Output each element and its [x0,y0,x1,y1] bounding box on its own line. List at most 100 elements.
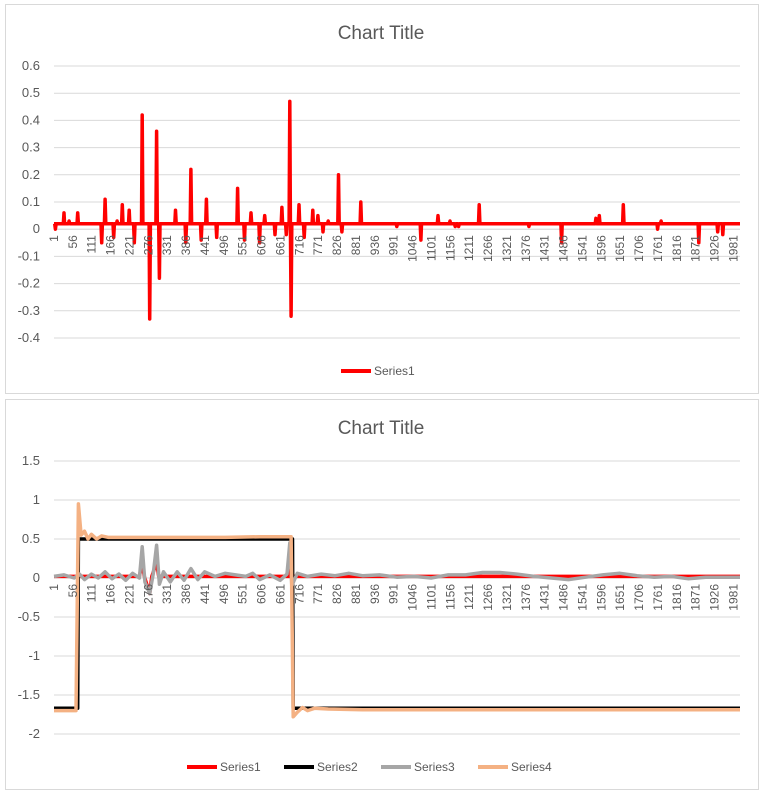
chart-1-legend: Series1 [341,364,415,378]
x-tick-label: 1321 [500,584,514,611]
x-tick-label: 1376 [519,584,533,611]
y-tick-label: -0.2 [18,276,40,291]
x-tick-label: 551 [236,584,250,604]
x-tick-label: 1596 [594,235,608,262]
x-tick-label: 771 [311,235,325,255]
x-tick-label: 1101 [425,584,439,610]
x-tick-label: 1486 [557,584,571,611]
x-tick-label: 1156 [443,235,457,261]
x-tick-label: 496 [217,235,231,255]
x-tick-label: 551 [236,235,250,255]
x-tick-label: 1541 [576,235,590,262]
x-tick-label: 56 [66,584,80,598]
chart-1-gridlines [54,65,740,339]
x-tick-label: 1431 [538,584,552,611]
x-tick-label: 1816 [670,235,684,262]
y-tick-label: -0.3 [18,303,40,318]
x-tick-label: 1706 [632,584,646,611]
x-tick-label: 1596 [594,584,608,611]
x-tick-label: 826 [330,235,344,255]
x-tick-label: 771 [311,584,325,604]
x-tick-label: 441 [198,235,212,255]
chart-2-series [53,502,740,719]
x-tick-label: 331 [160,584,174,604]
y-tick-label: 1.5 [22,453,40,468]
x-tick-label: 496 [217,584,231,604]
x-tick-label: 1816 [670,584,684,611]
y-tick-label: 0.3 [22,140,40,155]
series-line-1 [52,99,740,321]
x-tick-label: 1321 [500,235,514,262]
y-tick-label: -0.5 [18,609,40,624]
chart-2-svg: Chart Title 1.510.50-0.5-1-1.5-2 1 56 111 1… [18,418,741,774]
x-tick-label: 991 [387,584,401,604]
chart-1-series [52,99,740,321]
x-tick-label: 1871 [689,235,703,262]
legend-label: Series1 [220,760,261,774]
x-tick-label: 881 [349,235,363,255]
x-tick-label: 441 [198,584,212,604]
chart-1-x-axis: 1 56 111 166 221 276 331 386 441 496 551 606 661 716 7… [47,235,741,262]
x-tick-label: 1156 [443,584,457,610]
x-tick-label: 1266 [481,584,495,611]
chart-2: Chart Title 1.5 1 0.5 0 -0.5 -1 -1.5 -2 1 56 111 1… [5,399,759,790]
x-tick-label: 936 [368,235,382,255]
x-tick-label: 1431 [538,235,552,262]
x-tick-label: 1651 [613,235,627,262]
x-tick-label: 1541 [576,584,590,611]
legend-label: Series4 [511,760,552,774]
y-tick-label: 0.4 [22,112,40,127]
legend-label: Series1 [374,364,415,378]
x-tick-label: 166 [104,584,118,604]
chart-1-title: Chart Title [338,23,425,44]
x-tick-label: 936 [368,584,382,604]
chart-1-svg: Chart Title 0.6 0.5 0.4 0.3 0.2 0.1 0 -0.1 -0.2 -… [18,23,741,378]
x-tick-label: 221 [123,584,137,604]
x-tick-label: 221 [123,235,137,255]
y-tick-label: 1 [33,492,40,507]
y-tick-label: 0 [33,570,40,585]
x-tick-label: 991 [387,235,401,255]
y-tick-label: 0 [33,221,40,236]
x-tick-label: 1211 [462,584,476,610]
y-tick-label: 0.6 [22,58,40,73]
x-tick-label: 661 [274,235,288,255]
legend-label: Series3 [414,760,455,774]
x-tick-label: 826 [330,584,344,604]
x-tick-label: 1926 [708,235,722,262]
x-tick-label: 276 [141,584,155,604]
x-tick-label: 276 [141,235,155,255]
x-tick-label: 1926 [708,584,722,611]
x-tick-label: 606 [255,235,269,255]
x-tick-label: 606 [255,584,269,604]
x-tick-label: 881 [349,584,363,604]
x-tick-label: 1211 [462,235,476,261]
y-tick-label: 0.5 [22,85,40,100]
series-line-3 [53,541,740,596]
x-tick-label: 716 [292,235,306,255]
x-tick-label: 331 [160,235,174,255]
chart-2-legend: Series1 Series2 Series3 Series4 [187,760,552,774]
y-tick-label: 0.1 [22,194,40,209]
x-tick-label: 1761 [651,584,665,611]
x-tick-label: 661 [274,584,288,604]
x-tick-label: 1266 [481,235,495,262]
x-tick-label: 1706 [632,235,646,262]
x-tick-label: 1651 [613,584,627,611]
x-tick-label: 1871 [689,584,703,611]
x-tick-label: 166 [104,235,118,255]
x-tick-label: 1101 [425,235,439,261]
y-tick-label: -0.4 [18,330,40,345]
x-tick-label: 1046 [406,584,420,611]
x-tick-label: 1761 [651,235,665,262]
x-tick-label: 1486 [557,235,571,262]
legend-label: Series2 [317,760,358,774]
y-tick-label: -0.1 [18,248,40,263]
y-tick-label: 0.5 [22,531,40,546]
y-tick-label: 0.2 [22,167,40,182]
x-tick-label: 1 [47,584,61,591]
x-tick-label: 1376 [519,235,533,262]
chart-2-y-axis: 1.5 1 0.5 0 -0.5 -1 -1.5 -2 [18,453,40,741]
x-tick-label: 1981 [727,584,741,611]
y-tick-label: -2 [28,726,40,741]
